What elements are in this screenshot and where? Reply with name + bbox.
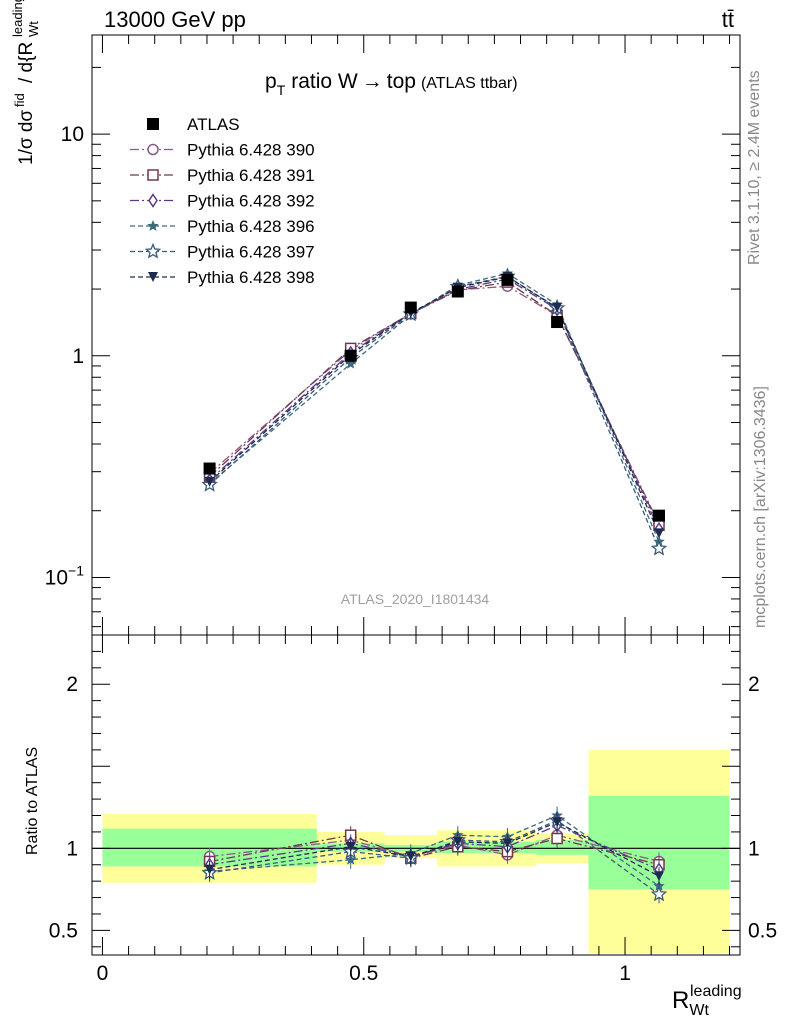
data-point [344,349,357,362]
title-main: ratio W [291,70,358,93]
series-line [209,278,660,530]
rivet-label: Rivet 3.1.10, ≥ 2.4M events [746,70,763,265]
plot-title: pT ratio W → top (ATLAS ttbar) [265,70,518,98]
title-arrow: → [362,70,383,93]
series-line [209,276,660,534]
ratio-point [650,885,668,902]
mc-point [204,476,215,487]
xlabel: RWt [672,987,709,1019]
analysis-watermark: ATLAS_2020_I1801434 [341,591,490,607]
xlabel-sub: Wt [689,1002,709,1019]
ratio-ytick-label-right: 1 [748,837,760,860]
data-point [551,316,564,329]
ratio-ytick-label: 2 [66,673,78,696]
series-line [209,272,660,542]
title-sub: (ATLAS ttbar) [421,75,518,92]
legend-label: Pythia 6.428 390 [187,141,315,160]
legend-marker [148,193,158,208]
ratio-point [551,832,563,845]
legend-marker [147,143,159,156]
main-ylabel: 1/σ dσ fid / d{R Wt leading } [10,0,41,165]
legend-marker [147,220,159,231]
svg-text:leading: leading [10,0,25,37]
legend-label: Pythia 6.428 398 [187,268,315,287]
xlabel-sup: leading [690,983,742,1000]
xlabel-main: R [672,987,689,1014]
data-point [501,273,514,286]
series-line [209,281,660,526]
title-p: p [265,70,277,93]
legend-label: Pythia 6.428 396 [187,217,315,236]
legend-marker [147,118,159,130]
title-t-sub: T [277,82,286,98]
svg-text:Wt: Wt [26,21,41,37]
energy-label: 13000 GeV pp [104,7,246,32]
ratio-ytick-label-right: 0.5 [748,919,777,942]
mcplots-label: mcplots.cern.ch [arXiv:1306.3436] [752,386,769,628]
data-point [451,285,464,298]
main-ytick-label: 10−1 [45,562,85,589]
legend-marker [144,242,162,259]
process-label: tt̄ [722,7,734,32]
mc-point [344,357,357,369]
xtick-label: 1 [619,962,631,985]
legend-label: Pythia 6.428 391 [187,166,315,185]
ratio-ytick-label: 1 [66,837,78,860]
data-point [404,301,417,314]
data-point [653,509,665,522]
ratio-point [452,836,463,847]
series-line [209,285,660,524]
ratio-ylabel: Ratio to ATLAS [24,747,41,855]
legend-label: Pythia 6.428 392 [187,192,315,211]
ratio-series-group [201,806,668,904]
mc-point [650,539,668,556]
ratio-point [552,817,563,828]
ratio-point [654,871,664,882]
main-series-group [201,267,668,556]
xtick-label: 0 [97,962,109,985]
main-ytick-label: 1 [72,345,84,368]
title-top: top [387,70,416,93]
ratio-ytick-label: 0.5 [49,919,78,942]
legend-marker [148,272,158,282]
svg-text:/ d{R: / d{R [16,42,37,83]
ratio-ytick-label-right: 2 [748,673,760,696]
main-ytick-label: 10 [61,123,84,146]
mc-point [654,528,664,539]
legend-marker [147,169,159,181]
ratio-point [204,864,215,875]
ratio-point [502,838,513,849]
ratio-axes: 0 0.5 1 0.5 0.5 1 1 2 2 [49,634,777,985]
mc-point [552,302,563,313]
svg-text:fid: fid [12,93,27,107]
ratio-point [345,841,356,852]
xtick-label: 0.5 [349,962,378,985]
series-line [209,275,660,549]
ratio-point [405,851,416,862]
legend-label: ATLAS [187,115,240,134]
legend: ATLAS Pythia 6.428 390 Pythia 6.428 391 Pyt… [130,115,315,287]
svg-text:1/σ dσ: 1/σ dσ [16,110,37,165]
data-point [203,462,216,475]
legend-label: Pythia 6.428 397 [187,243,315,262]
